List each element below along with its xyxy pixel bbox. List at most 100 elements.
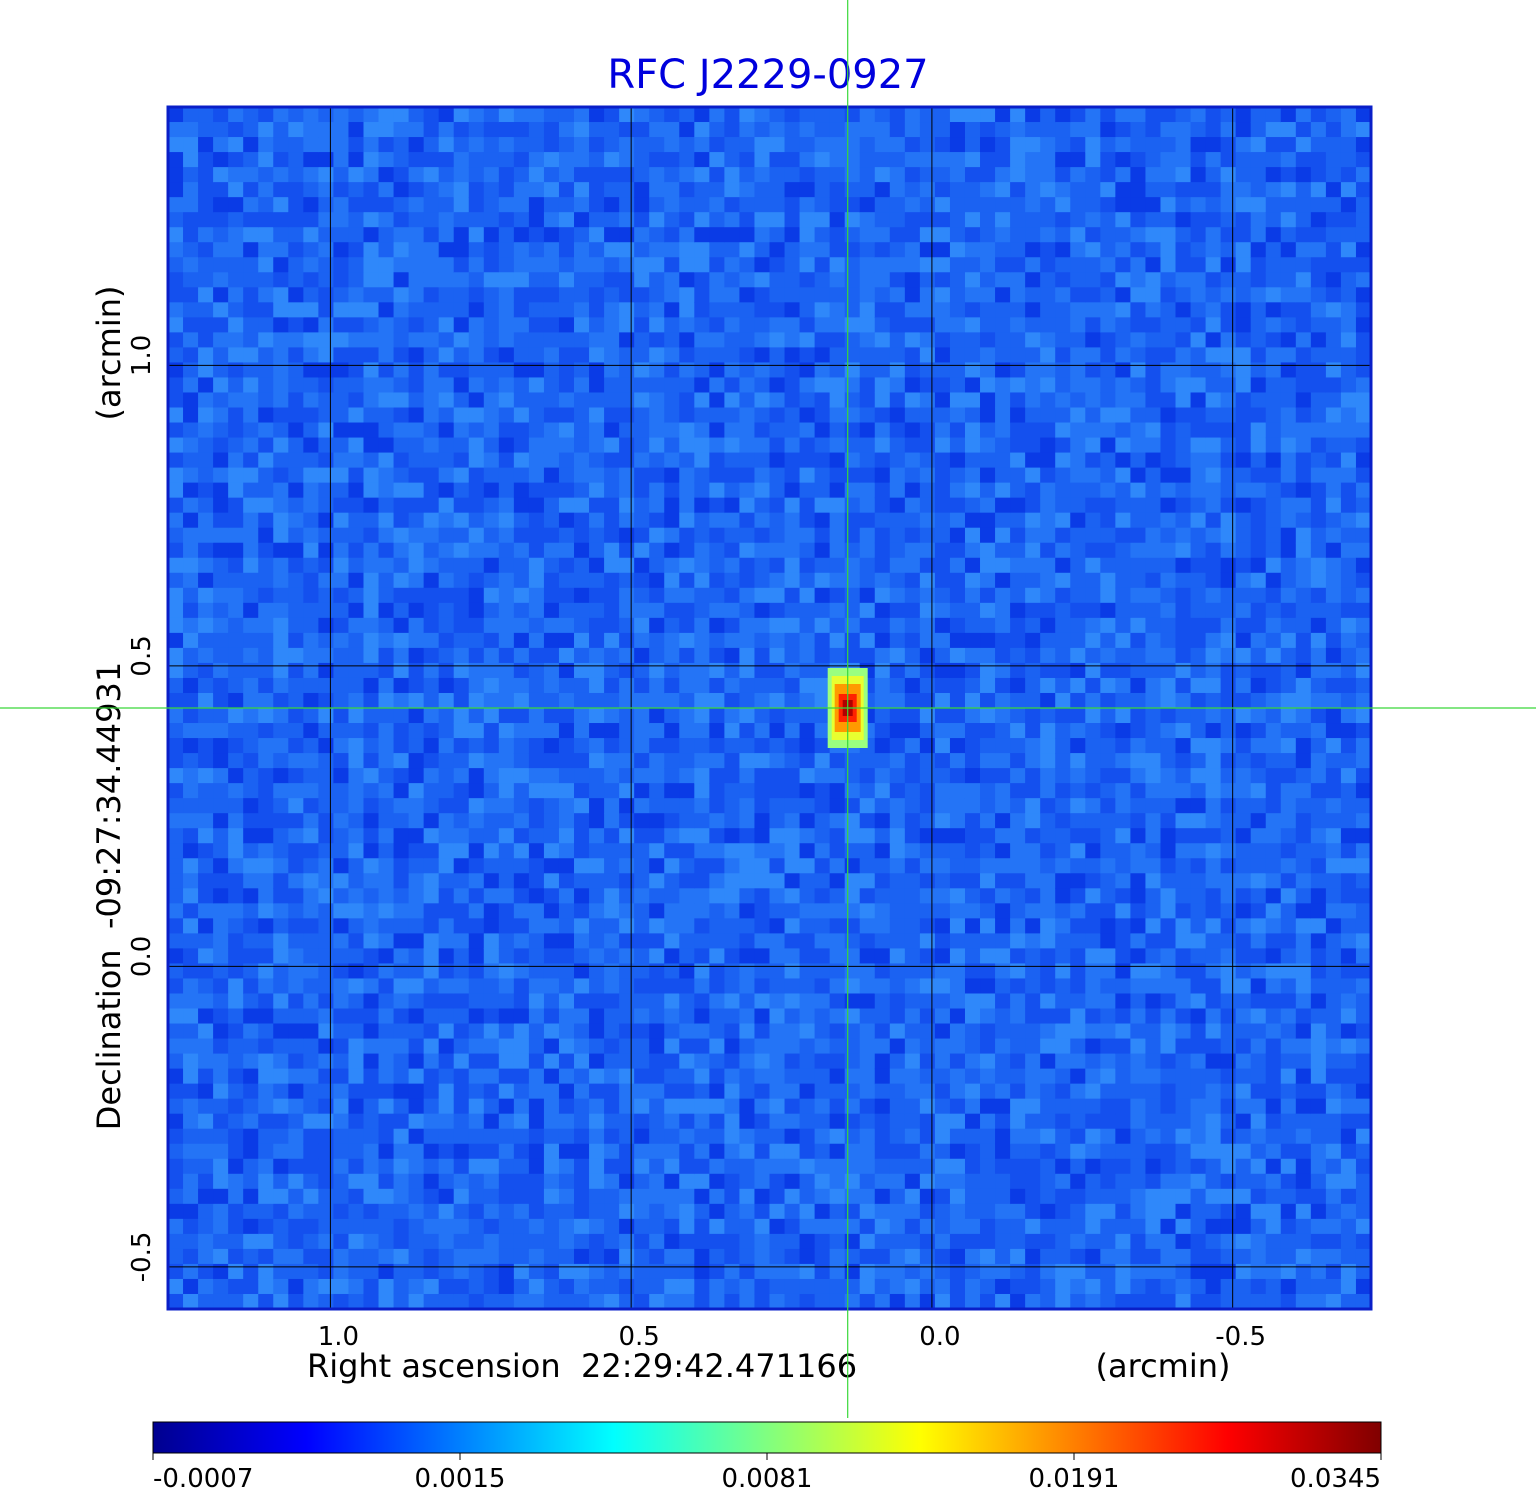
image-pixel [754, 557, 771, 574]
image-pixel [348, 527, 365, 544]
image-pixel [1025, 1143, 1041, 1160]
image-pixel [468, 257, 485, 273]
image-pixel [980, 918, 996, 934]
image-pixel [664, 1143, 680, 1160]
image-pixel [634, 903, 650, 919]
image-pixel [995, 1008, 1011, 1025]
image-pixel [498, 993, 515, 1010]
image-pixel [1010, 362, 1026, 379]
image-pixel [543, 1248, 560, 1265]
image-pixel [288, 1098, 304, 1115]
image-pixel [333, 903, 350, 919]
image-pixel [889, 858, 906, 874]
image-pixel [874, 1128, 891, 1145]
image-pixel [1025, 347, 1041, 364]
image-pixel [904, 1008, 921, 1025]
image-pixel [393, 1023, 410, 1040]
image-pixel [363, 708, 380, 724]
image-pixel [243, 557, 259, 574]
image-pixel [363, 617, 380, 634]
image-pixel [919, 723, 936, 739]
image-pixel [453, 903, 470, 919]
image-pixel [1025, 662, 1041, 679]
image-pixel [769, 602, 786, 619]
image-pixel [724, 347, 741, 364]
image-pixel [859, 1188, 876, 1205]
image-pixel [904, 242, 921, 258]
image-pixel [724, 452, 741, 469]
image-pixel [198, 828, 214, 844]
image-pixel [1055, 1263, 1071, 1280]
image-pixel [574, 467, 590, 484]
image-pixel [784, 632, 801, 649]
image-pixel [513, 1038, 530, 1055]
image-pixel [318, 858, 335, 874]
image-pixel [754, 362, 771, 379]
image-pixel [468, 392, 485, 409]
image-pixel [543, 452, 560, 469]
image-pixel [258, 152, 274, 168]
image-pixel [393, 437, 410, 454]
image-pixel [273, 437, 289, 454]
image-pixel [739, 557, 756, 574]
image-pixel [634, 512, 650, 529]
image-pixel [874, 677, 891, 694]
image-pixel [453, 1053, 470, 1070]
image-pixel [904, 407, 921, 424]
image-pixel [1070, 152, 1086, 168]
image-pixel [604, 542, 620, 559]
image-pixel [980, 813, 996, 829]
image-pixel [964, 212, 981, 228]
image-pixel [378, 437, 395, 454]
image-pixel [934, 1218, 951, 1235]
image-pixel [1070, 137, 1086, 153]
image-pixel [709, 1293, 725, 1310]
image-pixel [273, 197, 289, 213]
image-pixel [679, 813, 695, 829]
image-pixel [919, 918, 936, 934]
image-pixel [754, 437, 771, 454]
image-pixel [784, 212, 801, 228]
image-pixel [694, 392, 710, 409]
image-pixel [1040, 708, 1056, 724]
image-pixel [303, 542, 319, 559]
image-pixel [483, 587, 500, 604]
image-pixel [604, 1263, 620, 1280]
image-pixel [453, 632, 470, 649]
image-pixel [453, 452, 470, 469]
image-pixel [754, 137, 771, 153]
image-pixel [513, 257, 530, 273]
image-pixel [844, 783, 861, 799]
image-pixel [468, 903, 485, 919]
image-pixel [814, 1233, 831, 1250]
image-pixel [694, 1068, 710, 1085]
image-pixel [739, 828, 756, 844]
image-pixel [453, 1098, 470, 1115]
image-pixel [1085, 918, 1101, 934]
image-pixel [453, 798, 470, 814]
image-pixel [754, 1113, 771, 1130]
image-pixel [934, 452, 951, 469]
image-pixel [694, 813, 710, 829]
image-pixel [513, 422, 530, 439]
image-pixel [438, 873, 455, 889]
image-pixel [558, 1248, 575, 1265]
image-pixel [438, 662, 455, 679]
image-pixel [1040, 557, 1056, 574]
image-pixel [513, 783, 530, 799]
image-pixel [513, 978, 530, 995]
image-pixel [1025, 137, 1041, 153]
image-pixel [498, 723, 515, 739]
image-pixel [558, 437, 575, 454]
image-pixel [919, 1278, 936, 1295]
image-pixel [739, 152, 756, 168]
image-pixel [814, 317, 831, 333]
image-pixel [558, 692, 575, 709]
image-pixel [619, 527, 635, 544]
image-pixel [859, 1098, 876, 1115]
image-pixel [799, 272, 816, 288]
image-pixel [543, 437, 560, 454]
image-pixel [468, 1173, 485, 1190]
image-pixel [814, 182, 831, 198]
image-pixel [769, 1068, 786, 1085]
